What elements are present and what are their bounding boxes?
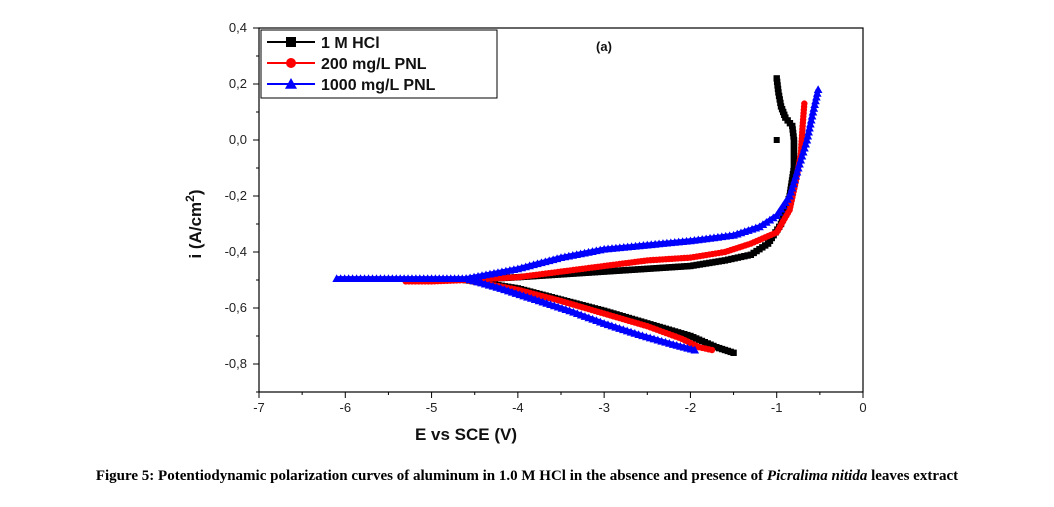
data-point-triangle	[797, 151, 807, 160]
data-point-triangle	[791, 171, 801, 180]
data-point-circle	[801, 100, 808, 107]
x-tick-label: -3	[598, 400, 610, 415]
data-point-triangle	[796, 155, 806, 164]
data-point-triangle	[790, 175, 799, 184]
data-point-triangle	[798, 147, 808, 156]
data-point-triangle	[787, 183, 797, 192]
axes-layer: -7 -6 -5 -4 -3 -2 -1 0 -0,8 -0,6 -0,4 -0,2 0,0 0,2 0,4	[225, 20, 867, 415]
y-tick-label: -0,4	[225, 244, 247, 259]
data-point-triangle	[793, 163, 803, 172]
data-point-square	[790, 133, 797, 140]
data-point-triangle	[806, 119, 815, 128]
data-point-circle	[286, 58, 296, 68]
data-point-triangle	[758, 220, 768, 229]
x-tick-label: -1	[771, 400, 783, 415]
data-point-square	[773, 78, 781, 86]
data-point-triangle	[802, 135, 812, 144]
data-point-square	[777, 103, 785, 110]
caption-prefix: Figure 5: Potentiodynamic polarization c…	[95, 468, 767, 484]
data-point-square	[774, 82, 781, 89]
data-point-square	[286, 37, 296, 47]
y-axis-title: i (A/cm2)	[183, 189, 205, 258]
data-point-triangle	[800, 143, 809, 152]
legend-label: 200 mg/L PNL	[321, 56, 427, 73]
y-tick-label: 0,4	[229, 20, 247, 35]
y-tick-label: 0,2	[229, 76, 247, 91]
x-tick-label: -5	[426, 400, 438, 415]
data-point-square	[737, 253, 745, 261]
data-point-triangle	[786, 187, 796, 196]
panel-label: (a)	[596, 39, 612, 54]
data-point-triangle	[807, 111, 817, 120]
data-point-circle	[708, 346, 716, 354]
data-point-square	[744, 252, 751, 259]
data-point-triangle	[792, 167, 802, 176]
x-tick-label: -4	[512, 400, 524, 415]
data-point-triangle	[789, 179, 798, 188]
series-2	[332, 85, 823, 354]
series-1	[402, 100, 808, 354]
series-0	[462, 75, 798, 356]
figure-caption: Figure 5: Potentiodynamic polarization c…	[0, 468, 1054, 485]
y-tick-label: -0,2	[225, 188, 247, 203]
data-point-triangle	[804, 127, 813, 136]
data-point-square	[728, 255, 735, 263]
data-point-triangle	[806, 115, 816, 124]
polarization-chart: -7 -6 -5 -4 -3 -2 -1 0 -0,8 -0,6 -0,4 -0,2 0,0 0,2 0,4…	[183, 20, 867, 444]
data-point-triangle	[805, 123, 814, 132]
data-point-square	[734, 254, 742, 261]
x-tick-label: -2	[685, 400, 697, 415]
data-point-triangle	[765, 215, 775, 224]
data-point-triangle	[803, 131, 813, 140]
data-point-square	[773, 75, 780, 82]
data-point-triangle	[795, 159, 804, 168]
data-point-square	[774, 85, 782, 93]
caption-suffix: leaves extract	[867, 468, 959, 484]
x-tick-label: -6	[340, 400, 352, 415]
data-point-triangle	[755, 222, 764, 231]
x-tick-label: -7	[253, 400, 265, 415]
data-point-square	[730, 349, 737, 356]
data-point-triangle	[785, 191, 794, 200]
x-axis-title: E vs SCE (V)	[415, 425, 517, 444]
x-tick-label: 0	[859, 400, 866, 415]
y-axis-title-close: )	[186, 189, 205, 195]
series-layer	[332, 75, 823, 356]
data-point-square	[741, 253, 748, 260]
legend-label: 1000 mg/L PNL	[321, 77, 436, 94]
y-tick-label: -0,8	[225, 356, 247, 371]
data-point-square	[776, 96, 783, 103]
y-tick-label: -0,6	[225, 300, 247, 315]
data-point-triangle	[285, 78, 297, 89]
data-point-square	[775, 92, 783, 100]
data-point-triangle	[690, 345, 700, 354]
data-point-square	[724, 256, 732, 263]
data-point-square	[775, 89, 782, 96]
data-point-square	[789, 126, 796, 133]
legend: 1 M HCl 200 mg/L PNL 1000 mg/L PNL	[260, 29, 498, 99]
y-tick-label: 0,0	[229, 132, 247, 147]
data-point-square	[777, 99, 784, 107]
data-point-square	[773, 137, 780, 143]
data-point-square	[790, 136, 798, 144]
series-line-anodic	[336, 89, 821, 282]
caption-species: Picralima nitida	[766, 468, 868, 484]
data-point-square	[731, 255, 738, 262]
legend-label: 1 M HCl	[321, 35, 380, 52]
y-axis-title-main: i (A/cm	[186, 202, 205, 259]
data-point-triangle	[801, 139, 811, 148]
data-point-square	[721, 257, 729, 264]
data-point-triangle	[813, 85, 823, 94]
data-point-square	[789, 129, 797, 137]
y-axis-title-sup: 2	[183, 195, 197, 202]
data-point-triangle	[768, 213, 778, 222]
data-point-triangle	[762, 218, 771, 226]
